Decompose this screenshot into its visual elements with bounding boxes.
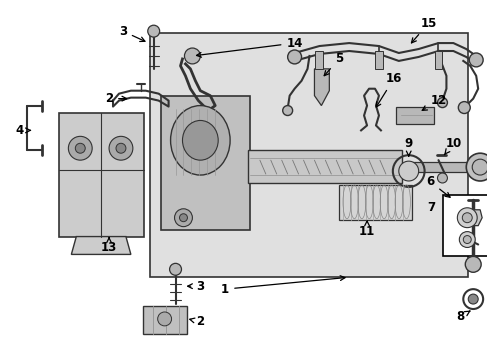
Polygon shape: [71, 237, 131, 255]
Circle shape: [468, 53, 482, 67]
Polygon shape: [463, 210, 481, 226]
Text: 9: 9: [404, 137, 412, 156]
Circle shape: [471, 159, 487, 175]
Circle shape: [75, 143, 85, 153]
Bar: [434, 51, 442, 69]
Circle shape: [466, 153, 488, 181]
Bar: [60, 113, 143, 237]
Circle shape: [437, 98, 447, 108]
Bar: [315, 51, 323, 69]
Circle shape: [287, 50, 301, 64]
Ellipse shape: [170, 105, 230, 175]
Bar: [339, 185, 411, 220]
Text: 6: 6: [426, 175, 449, 197]
Circle shape: [456, 208, 476, 228]
Circle shape: [437, 173, 447, 183]
Ellipse shape: [182, 121, 218, 160]
Circle shape: [109, 136, 133, 160]
Circle shape: [468, 294, 477, 304]
Text: 4: 4: [16, 124, 30, 137]
Text: 12: 12: [421, 94, 446, 111]
Circle shape: [179, 214, 187, 222]
Text: 11: 11: [358, 221, 374, 238]
Text: 2: 2: [189, 315, 204, 328]
Bar: [411, 162, 475, 172]
Polygon shape: [149, 33, 468, 277]
Circle shape: [116, 143, 126, 153]
Circle shape: [157, 312, 171, 326]
Text: 8: 8: [455, 310, 469, 323]
Bar: [142, 306, 187, 334]
Bar: [395, 107, 433, 125]
Text: 10: 10: [444, 137, 461, 155]
Text: 13: 13: [101, 238, 117, 254]
Text: 1: 1: [221, 276, 345, 296]
Circle shape: [169, 264, 181, 275]
Bar: [247, 150, 401, 183]
Circle shape: [458, 231, 474, 247]
Bar: [466, 235, 480, 252]
Circle shape: [184, 48, 200, 64]
Text: 3: 3: [187, 280, 204, 293]
Text: 16: 16: [375, 72, 401, 107]
Text: 15: 15: [410, 17, 436, 43]
Circle shape: [462, 235, 470, 243]
Bar: [374, 51, 382, 69]
Circle shape: [461, 213, 471, 223]
Circle shape: [174, 209, 192, 227]
Text: 7: 7: [427, 201, 435, 214]
Circle shape: [464, 256, 480, 272]
Text: 5: 5: [324, 53, 343, 76]
Polygon shape: [314, 69, 328, 105]
Text: 2: 2: [105, 92, 126, 105]
Circle shape: [282, 105, 292, 116]
Circle shape: [398, 161, 418, 181]
Text: 3: 3: [119, 24, 144, 41]
Circle shape: [457, 102, 469, 113]
Circle shape: [147, 25, 160, 37]
Bar: [443, 195, 488, 256]
Text: 14: 14: [196, 37, 302, 57]
Bar: [161, 96, 249, 230]
Circle shape: [68, 136, 92, 160]
